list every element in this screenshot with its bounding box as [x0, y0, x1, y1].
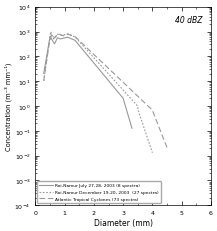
Legend: Roi-Namur July 27-28, 2003 (8 spectra), Roi-Namur December 19-20, 2003  (27 spec: Roi-Namur July 27-28, 2003 (8 spectra), …	[37, 181, 161, 203]
X-axis label: Diameter (mm): Diameter (mm)	[94, 218, 153, 227]
Y-axis label: Concentration (m⁻³ mm⁻¹): Concentration (m⁻³ mm⁻¹)	[4, 62, 12, 151]
Text: 40 dBZ: 40 dBZ	[175, 15, 202, 24]
